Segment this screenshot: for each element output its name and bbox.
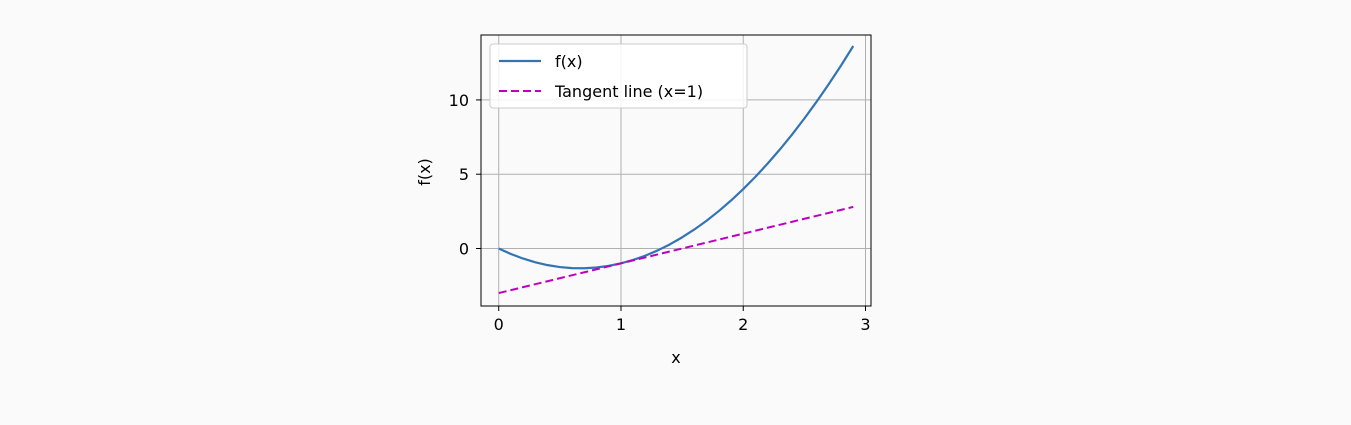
y-tick-label: 0 xyxy=(459,240,469,259)
fx-curve-series xyxy=(498,45,855,270)
legend-box xyxy=(489,43,748,109)
y-axis-label: f(x) xyxy=(415,158,434,186)
x-tick-label: 2 xyxy=(738,315,748,334)
x-tick-label: 3 xyxy=(860,315,870,334)
legend-label-tangent: Tangent line (x=1) xyxy=(554,82,703,101)
x-tick-label: 1 xyxy=(616,315,626,334)
x-axis-label: x xyxy=(671,348,680,367)
axes-frame xyxy=(480,34,872,307)
x-tick-label: 0 xyxy=(494,315,504,334)
tangent-line-series xyxy=(498,205,854,295)
axis-ticks: 0 1 2 3 0 5 10 xyxy=(449,91,871,334)
plot-series xyxy=(498,45,855,295)
y-tick-label: 10 xyxy=(449,91,469,110)
y-tick-label: 5 xyxy=(459,165,469,184)
legend-label-fx: f(x) xyxy=(555,52,583,71)
legend: f(x) Tangent line (x=1) xyxy=(489,43,748,109)
